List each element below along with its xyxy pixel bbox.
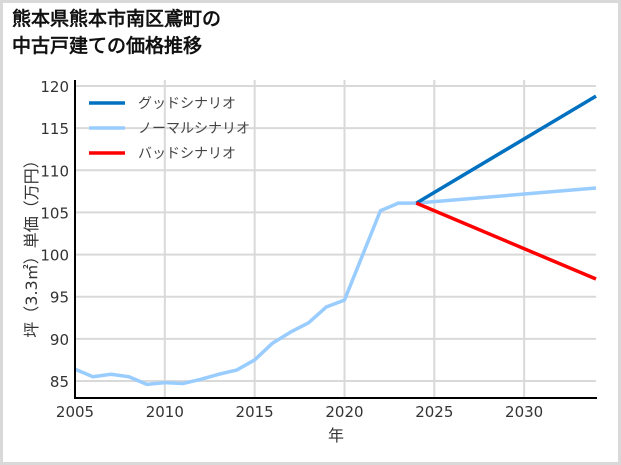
x-tick-label: 2010	[146, 403, 184, 421]
series-line	[74, 186, 597, 387]
y-tick-labels: 85 90 95 100 105 110 115 120	[40, 78, 69, 391]
title-line-1: 熊本県熊本市南区鳶町の	[12, 8, 222, 30]
y-tick-label: 110	[40, 162, 69, 180]
x-tick-label: 2005	[56, 403, 94, 421]
y-tick-label: 115	[40, 120, 69, 138]
legend-label: グッドシナリオ	[138, 96, 236, 112]
x-tick-label: 2015	[236, 403, 274, 421]
series-line	[415, 94, 597, 205]
x-tick-label: 2020	[325, 403, 363, 421]
x-axis-label: 年	[328, 426, 344, 445]
y-tick-label: 100	[40, 247, 69, 265]
y-tick-label: 85	[50, 373, 69, 391]
title-line-2: 中古戸建ての価格推移	[12, 35, 203, 57]
series-line	[415, 201, 597, 281]
y-tick-label: 105	[40, 204, 69, 222]
legend-label: ノーマルシナリオ	[138, 121, 250, 137]
series-lines	[74, 94, 597, 387]
y-tick-label: 90	[50, 331, 69, 349]
x-tick-labels: 2005 2010 2015 2020 2025 2030	[56, 403, 543, 421]
y-tick-label: 120	[40, 78, 69, 96]
legend-label: バッドシナリオ	[138, 146, 236, 162]
x-tick-label: 2030	[505, 403, 543, 421]
x-tick-label: 2025	[415, 403, 453, 421]
y-tick-label: 95	[50, 289, 69, 307]
chart-title: 熊本県熊本市南区鳶町の 中古戸建ての価格推移	[12, 6, 221, 60]
y-axis-label: 坪（3.3㎡）単価（万円）	[22, 152, 41, 337]
